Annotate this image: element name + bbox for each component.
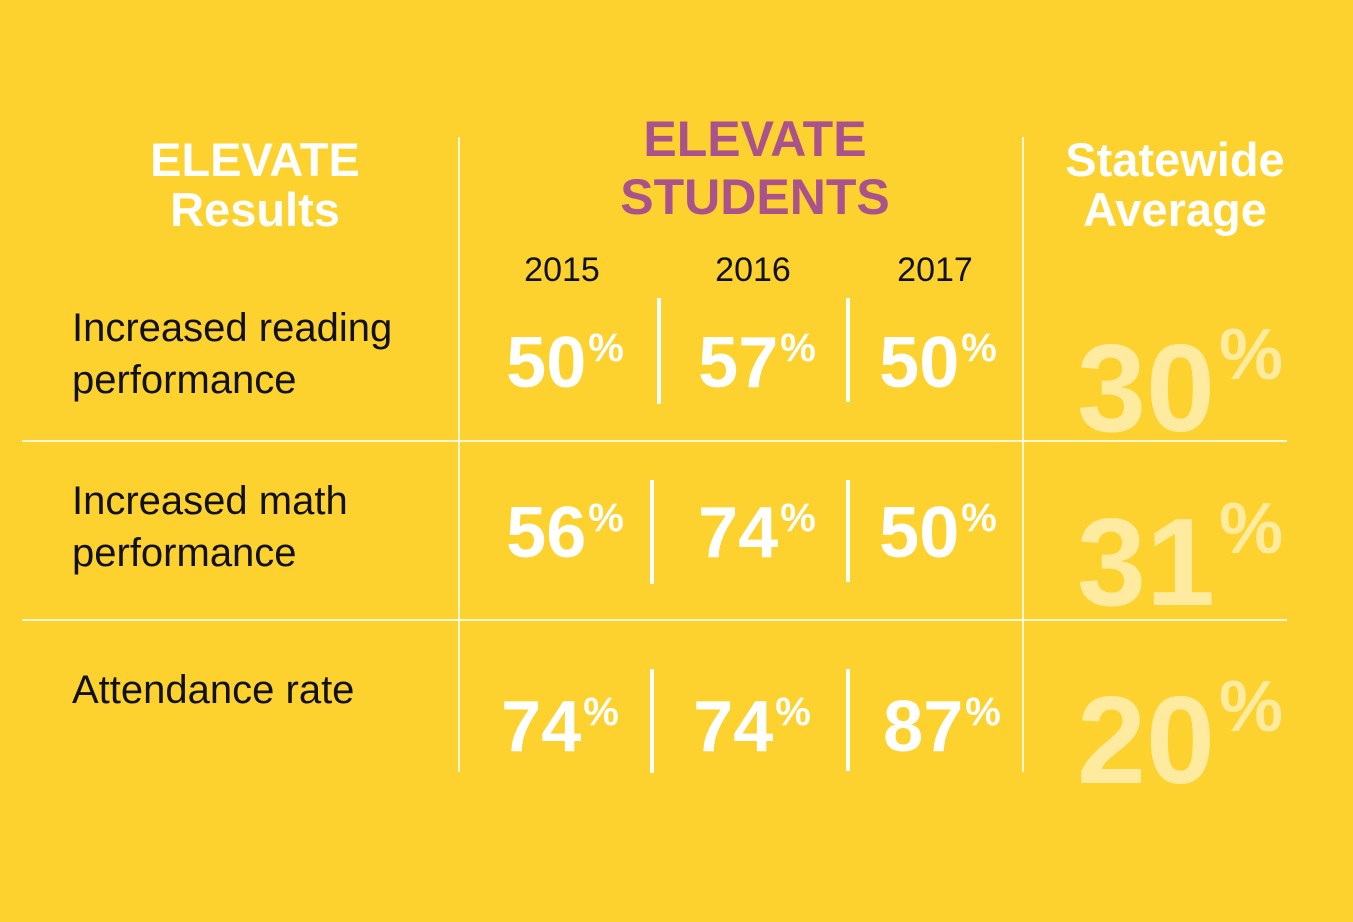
statewide-value-reading: 30%: [1030, 290, 1330, 454]
value-separator: [846, 298, 850, 402]
year-label-2016: 2016: [715, 251, 791, 289]
value-math-2015: 56%: [475, 478, 655, 573]
header-line: STUDENTS: [620, 169, 890, 225]
year-label-2015: 2015: [524, 251, 600, 289]
percent-sign: %: [588, 326, 624, 370]
value-separator: [657, 298, 661, 404]
elevate-students-header: ELEVATE STUDENTS: [530, 110, 980, 226]
percent-sign: %: [1218, 315, 1283, 395]
value-reading-2015: 50%: [475, 308, 655, 403]
value-number: 56: [506, 493, 587, 573]
percent-sign: %: [965, 690, 1001, 734]
percent-sign: %: [583, 690, 619, 734]
header-line: ELEVATE: [643, 111, 867, 167]
row-label-line: Attendance rate: [72, 668, 355, 712]
header-line: Statewide: [1065, 133, 1285, 186]
percent-sign: %: [588, 496, 624, 540]
percent-sign: %: [1218, 489, 1283, 569]
value-attendance-2016: 74%: [662, 672, 842, 767]
value-number: 74: [693, 687, 774, 767]
value-attendance-2017: 87%: [852, 672, 1032, 767]
value-reading-2017: 50%: [848, 308, 1028, 403]
value-number: 50: [506, 323, 587, 403]
value-number: 31: [1077, 494, 1215, 632]
value-number: 50: [879, 323, 960, 403]
value-math-2017: 50%: [848, 478, 1028, 573]
value-number: 74: [698, 493, 779, 573]
percent-sign: %: [775, 690, 811, 734]
percent-sign: %: [780, 496, 816, 540]
header-line: ELEVATE: [150, 133, 360, 186]
row-label-math: Increased math performance: [72, 475, 452, 579]
percent-sign: %: [780, 326, 816, 370]
value-reading-2016: 57%: [667, 308, 847, 403]
statewide-value-math: 31%: [1030, 464, 1330, 628]
row-label-line: performance: [72, 358, 297, 402]
row-label-reading: Increased reading performance: [72, 302, 452, 406]
row-label-line: performance: [72, 531, 297, 575]
value-separator: [846, 480, 850, 582]
value-math-2016: 74%: [667, 478, 847, 573]
year-label-2017: 2017: [897, 251, 973, 289]
row-label-line: Increased math: [72, 479, 348, 523]
statewide-average-header: Statewide Average: [1030, 135, 1320, 235]
elevate-results-header: ELEVATE Results: [105, 135, 405, 235]
value-number: 20: [1077, 672, 1215, 810]
row-label-line: Increased reading: [72, 306, 393, 350]
value-number: 87: [883, 687, 964, 767]
row-label-attendance: Attendance rate: [72, 664, 452, 716]
statewide-value-attendance: 20%: [1030, 642, 1330, 806]
grid-line-horizontal: [22, 619, 1287, 621]
value-number: 30: [1077, 320, 1215, 458]
value-number: 50: [879, 493, 960, 573]
percent-sign: %: [961, 326, 997, 370]
value-separator: [846, 669, 850, 771]
value-separator: [650, 480, 654, 584]
header-line: Average: [1083, 183, 1267, 236]
value-number: 74: [501, 687, 582, 767]
grid-line-horizontal: [22, 440, 1287, 442]
percent-sign: %: [961, 496, 997, 540]
percent-sign: %: [1218, 667, 1283, 747]
value-separator: [650, 669, 654, 773]
header-line: Results: [170, 183, 340, 236]
value-attendance-2015: 74%: [470, 672, 650, 767]
value-number: 57: [698, 323, 779, 403]
grid-line-vertical: [458, 137, 460, 772]
grid-line-vertical: [1022, 137, 1024, 772]
